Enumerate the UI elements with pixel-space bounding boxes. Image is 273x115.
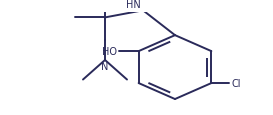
Text: HO: HO xyxy=(102,47,117,57)
Text: N: N xyxy=(101,61,109,71)
Text: Cl: Cl xyxy=(232,78,241,88)
Text: HN: HN xyxy=(126,0,141,9)
